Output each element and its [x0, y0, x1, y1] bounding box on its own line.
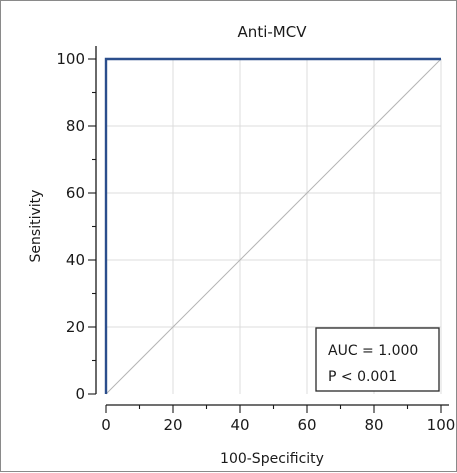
- y-tick-label-2: 40: [66, 251, 85, 269]
- tick-labels: 0 20 40 60 80 100 0 20 40 60 80 100: [56, 50, 455, 434]
- y-axis-label: Sensitivity: [28, 190, 44, 263]
- y-tick-label-3: 60: [66, 184, 85, 202]
- y-tick-label-4: 80: [66, 117, 85, 135]
- y-tick-label-5: 100: [56, 50, 85, 68]
- axes: [88, 46, 449, 413]
- x-tick-label-3: 60: [297, 416, 316, 434]
- x-tick-label-0: 0: [101, 416, 111, 434]
- reference-line: [105, 58, 442, 395]
- roc-curve: [104, 57, 441, 394]
- annotation-box: [315, 327, 440, 392]
- y-tick-label-0: 0: [75, 385, 85, 403]
- chart-title: Anti-MCV: [238, 23, 308, 41]
- x-tick-label-1: 20: [163, 416, 182, 434]
- y-tick-label-1: 20: [66, 318, 85, 336]
- x-axis-label: 100-Specificity: [220, 451, 324, 467]
- x-tick-label-2: 40: [230, 416, 249, 434]
- series: [104, 57, 442, 395]
- x-tick-label-4: 80: [364, 416, 383, 434]
- auc-value: AUC = 1.000: [328, 343, 418, 359]
- p-value: P < 0.001: [328, 369, 397, 385]
- x-tick-label-5: 100: [427, 416, 456, 434]
- auc-annotation: AUC = 1.000 P < 0.001: [315, 327, 440, 392]
